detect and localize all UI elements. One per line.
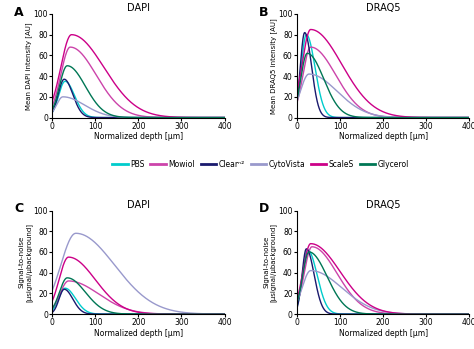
- X-axis label: Normalized depth [μm]: Normalized depth [μm]: [338, 329, 428, 337]
- Title: DRAQ5: DRAQ5: [366, 200, 401, 210]
- Y-axis label: Mean DRAQ5 intensity [AU]: Mean DRAQ5 intensity [AU]: [270, 18, 277, 114]
- Y-axis label: Signal-to-noise
[μsignal/μbackground]: Signal-to-noise [μsignal/μbackground]: [18, 223, 32, 302]
- X-axis label: Normalized depth [μm]: Normalized depth [μm]: [94, 132, 183, 141]
- Y-axis label: Mean DAPI intensity [AU]: Mean DAPI intensity [AU]: [25, 22, 32, 110]
- Title: DAPI: DAPI: [127, 200, 150, 210]
- X-axis label: Normalized depth [μm]: Normalized depth [μm]: [338, 132, 428, 141]
- Text: C: C: [14, 202, 23, 215]
- X-axis label: Normalized depth [μm]: Normalized depth [μm]: [94, 329, 183, 337]
- Title: DRAQ5: DRAQ5: [366, 3, 401, 13]
- Legend: PBS, Mowiol, Clearⁿ², CytoVista, ScaleS, Glycerol: PBS, Mowiol, Clearⁿ², CytoVista, ScaleS,…: [109, 156, 412, 172]
- Text: A: A: [14, 6, 24, 19]
- Text: B: B: [259, 6, 268, 19]
- Text: D: D: [259, 202, 269, 215]
- Y-axis label: Signal-to-noise
[μsignal/μbackground]: Signal-to-noise [μsignal/μbackground]: [263, 223, 277, 302]
- Title: DAPI: DAPI: [127, 3, 150, 13]
